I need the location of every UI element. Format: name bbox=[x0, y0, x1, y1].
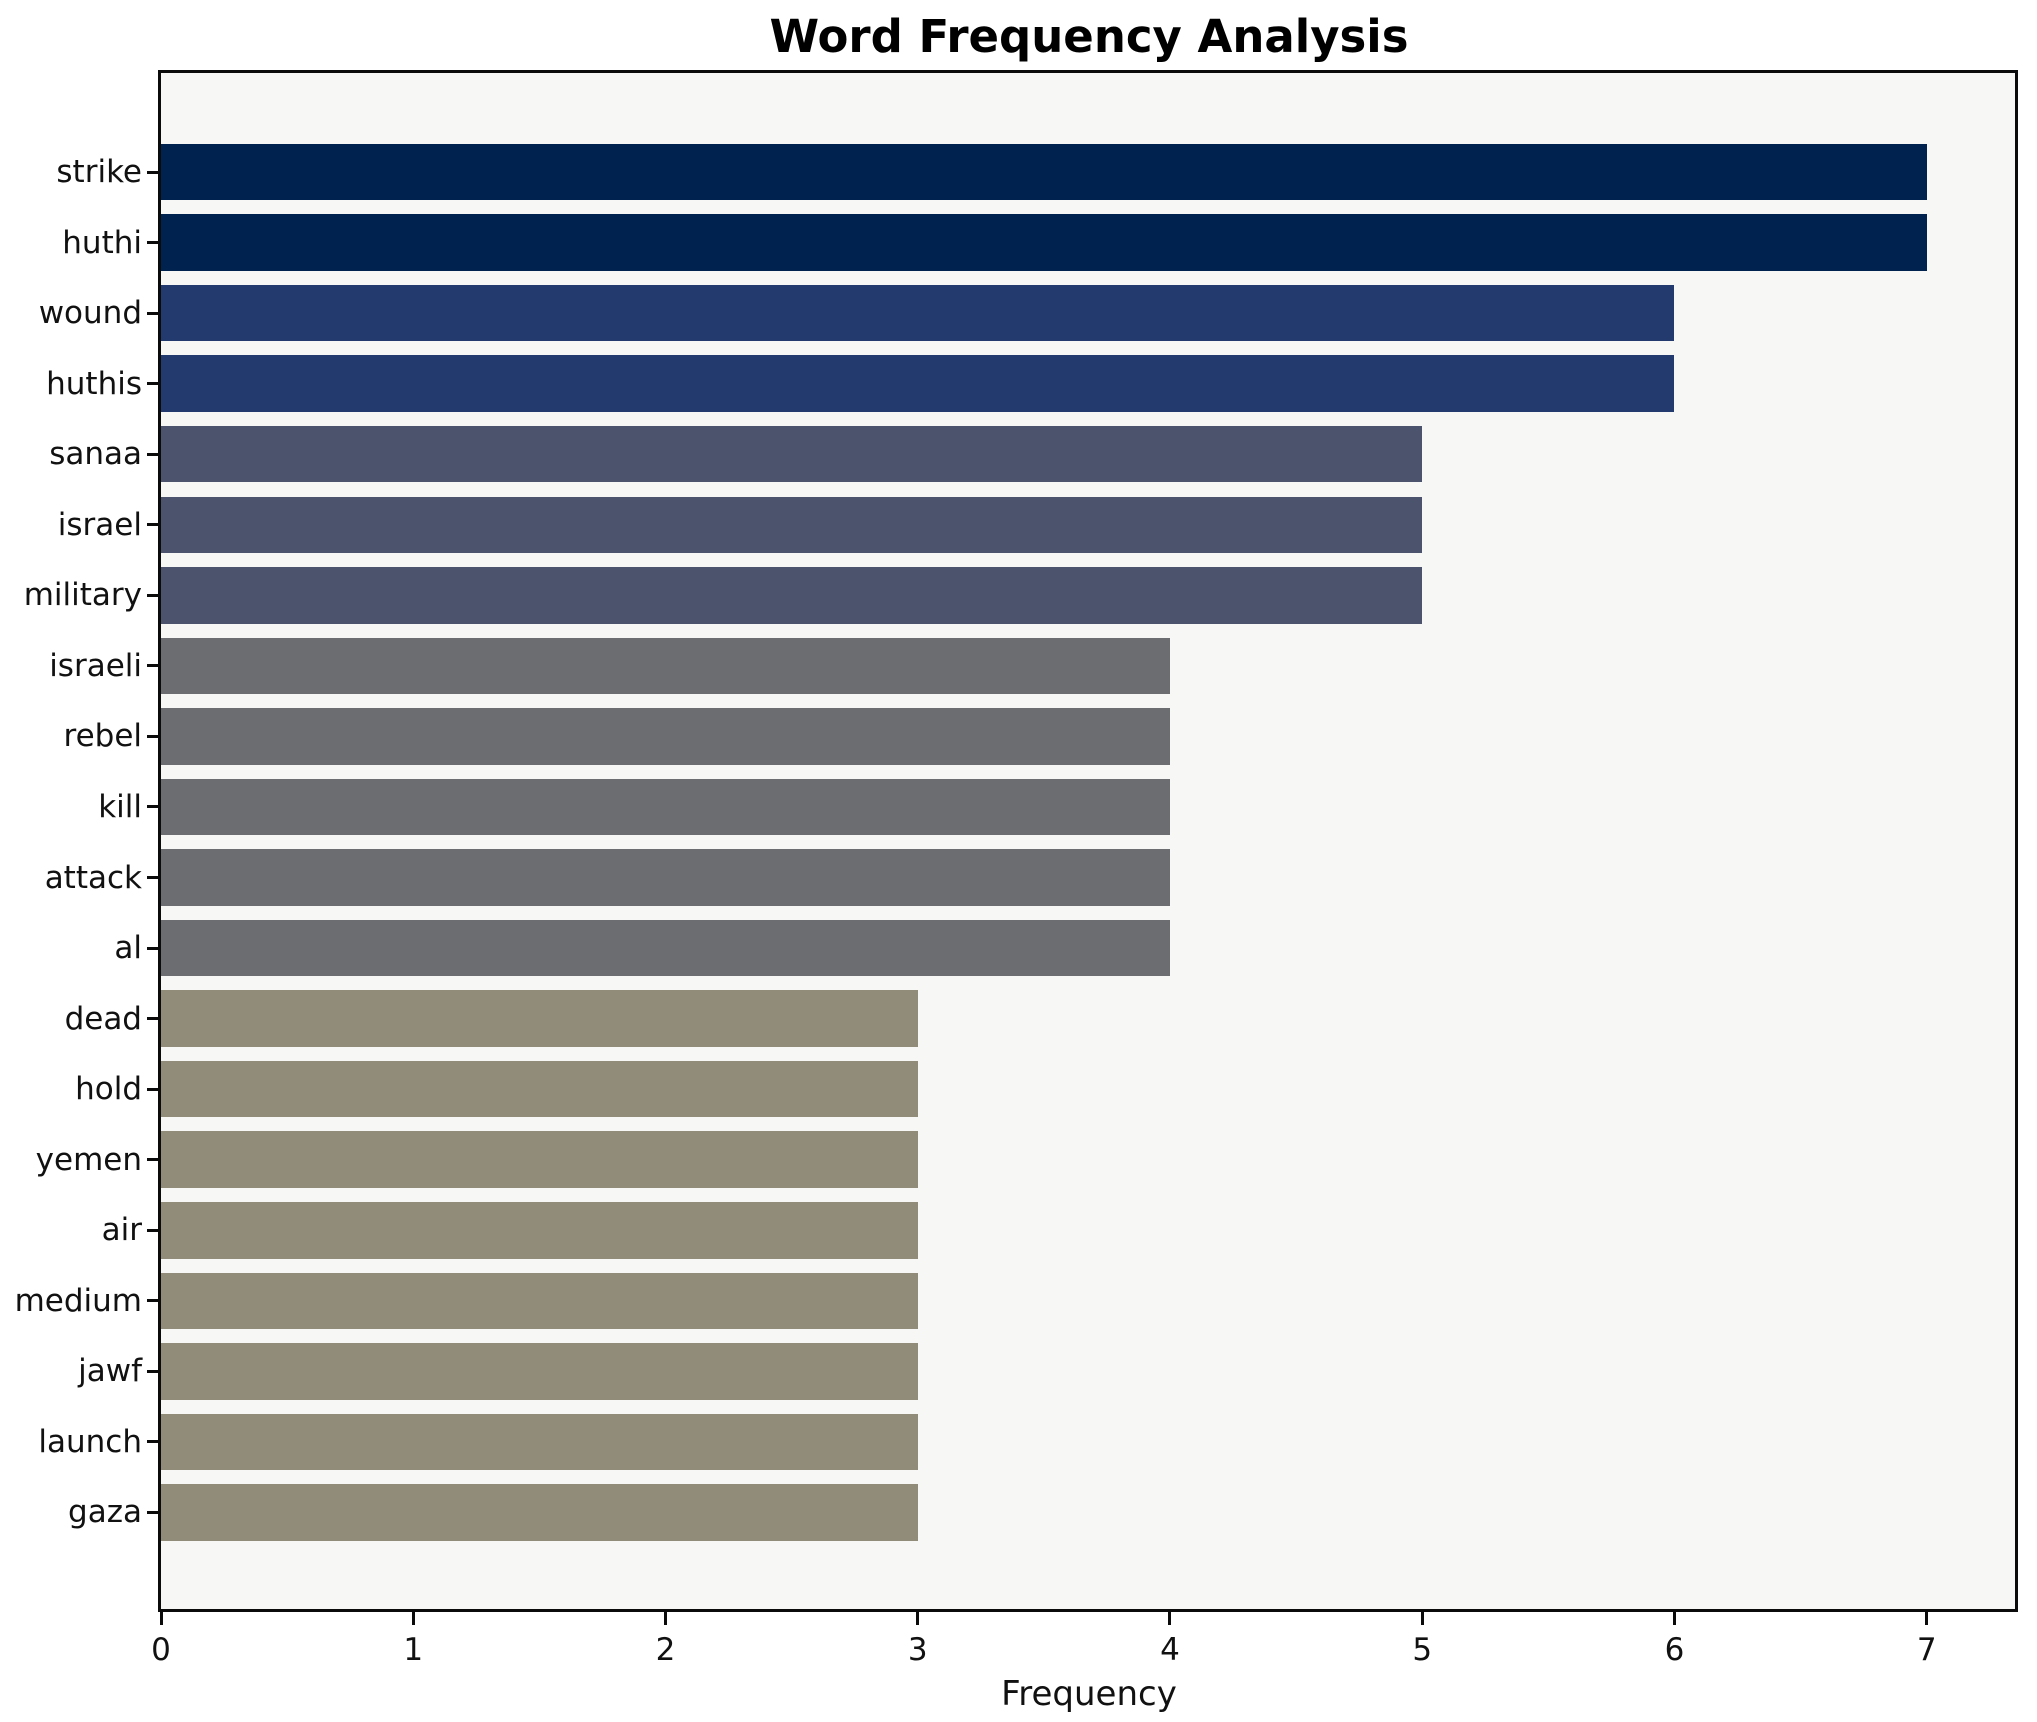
y-tick-label-rebel: rebel bbox=[63, 718, 143, 755]
bar-sanaa bbox=[161, 425, 1423, 483]
bar-israeli bbox=[161, 637, 1170, 695]
bar-huthis bbox=[161, 355, 1675, 412]
y-tick-mark bbox=[147, 593, 158, 597]
x-tick-label-6: 6 bbox=[1664, 1632, 1685, 1668]
y-tick-label-launch: launch bbox=[38, 1423, 142, 1460]
x-tick-label-5: 5 bbox=[1412, 1632, 1433, 1668]
y-tick-label-sanaa: sanaa bbox=[49, 436, 142, 473]
y-tick-mark bbox=[147, 1510, 158, 1514]
y-tick-mark bbox=[147, 946, 158, 950]
y-tick-mark bbox=[147, 382, 158, 386]
chart-title: Word Frequency Analysis bbox=[769, 10, 1409, 63]
y-tick-mark bbox=[147, 1440, 158, 1444]
y-tick-label-gaza: gaza bbox=[68, 1494, 142, 1531]
bar-attack bbox=[161, 849, 1170, 906]
y-tick-mark bbox=[147, 1299, 158, 1303]
y-tick-label-wound: wound bbox=[38, 295, 142, 332]
x-tick-label-1: 1 bbox=[403, 1632, 424, 1668]
y-tick-mark bbox=[147, 876, 158, 879]
y-tick-label-israel: israel bbox=[57, 506, 142, 543]
y-tick-label-dead: dead bbox=[64, 1000, 142, 1037]
x-tick-mark bbox=[1672, 1612, 1676, 1625]
bar-gaza bbox=[161, 1484, 918, 1541]
y-tick-label-jawf: jawf bbox=[78, 1353, 142, 1390]
plot-area bbox=[158, 70, 2018, 1612]
y-tick-mark bbox=[147, 1228, 158, 1232]
y-tick-label-huthis: huthis bbox=[46, 365, 142, 402]
y-tick-label-strike: strike bbox=[56, 154, 142, 190]
y-tick-mark bbox=[147, 1158, 158, 1162]
x-tick-label-4: 4 bbox=[1160, 1632, 1180, 1668]
bar-israel bbox=[161, 496, 1423, 553]
y-tick-mark bbox=[147, 805, 158, 809]
y-tick-mark bbox=[147, 1087, 158, 1091]
bar-jawf bbox=[161, 1343, 918, 1400]
bar-air bbox=[161, 1202, 918, 1259]
bar-wound bbox=[161, 284, 1675, 342]
y-tick-mark bbox=[147, 664, 158, 668]
y-tick-label-israeli: israeli bbox=[49, 647, 142, 684]
y-tick-label-military: military bbox=[23, 577, 142, 614]
y-tick-mark bbox=[147, 170, 158, 174]
y-tick-mark bbox=[147, 523, 158, 527]
y-tick-mark bbox=[147, 452, 158, 456]
y-tick-label-attack: attack bbox=[44, 859, 142, 896]
x-tick-mark bbox=[159, 1612, 163, 1625]
x-tick-mark bbox=[916, 1612, 920, 1625]
y-tick-label-medium: medium bbox=[14, 1282, 142, 1319]
x-tick-mark bbox=[411, 1612, 415, 1625]
x-tick-mark bbox=[1168, 1612, 1172, 1625]
x-tick-label-0: 0 bbox=[151, 1632, 171, 1668]
x-tick-mark bbox=[1420, 1612, 1424, 1625]
y-tick-label-air: air bbox=[101, 1212, 142, 1249]
y-tick-mark bbox=[147, 1017, 158, 1021]
bar-launch bbox=[161, 1413, 918, 1471]
bar-yemen bbox=[161, 1131, 918, 1188]
bar-kill bbox=[161, 778, 1170, 836]
y-tick-mark bbox=[147, 1369, 158, 1373]
bar-al bbox=[161, 919, 1170, 977]
bar-medium bbox=[161, 1272, 918, 1330]
x-tick-label-3: 3 bbox=[907, 1632, 928, 1668]
y-tick-mark bbox=[147, 241, 158, 245]
x-tick-mark bbox=[663, 1612, 667, 1625]
y-tick-mark bbox=[147, 734, 158, 738]
y-tick-label-yemen: yemen bbox=[35, 1141, 142, 1178]
bar-military bbox=[161, 567, 1423, 624]
x-tick-label-2: 2 bbox=[655, 1632, 676, 1668]
bar-strike bbox=[161, 143, 1927, 201]
bar-rebel bbox=[161, 708, 1170, 765]
y-tick-label-huthi: huthi bbox=[62, 224, 142, 261]
x-tick-mark bbox=[1925, 1612, 1929, 1625]
bar-hold bbox=[161, 1060, 918, 1118]
bar-dead bbox=[161, 990, 918, 1047]
y-tick-label-kill: kill bbox=[98, 788, 142, 825]
y-tick-mark bbox=[147, 311, 158, 315]
x-axis-title: Frequency bbox=[1001, 1674, 1177, 1714]
bar-huthi bbox=[161, 214, 1927, 271]
y-tick-label-al: al bbox=[114, 930, 142, 967]
y-tick-label-hold: hold bbox=[75, 1071, 142, 1108]
x-tick-label-7: 7 bbox=[1916, 1632, 1937, 1668]
